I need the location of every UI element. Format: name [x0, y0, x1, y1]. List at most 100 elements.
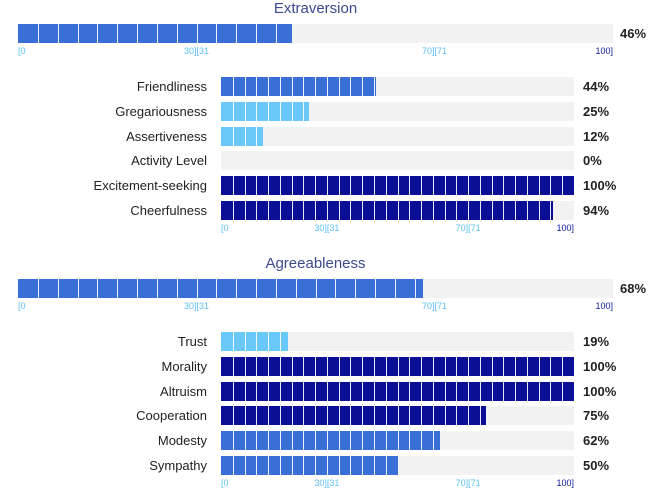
- extraversion-facets-tick-low: [0: [221, 223, 229, 233]
- segment-divider: [233, 431, 234, 450]
- segment-divider: [468, 176, 469, 195]
- segment-divider: [445, 382, 446, 401]
- agreeableness-main-bar-track: [18, 279, 613, 298]
- segment-divider: [256, 332, 257, 351]
- segment-divider: [256, 24, 257, 43]
- segment-divider: [233, 357, 234, 376]
- segment-divider: [550, 357, 551, 376]
- segment-divider: [280, 176, 281, 195]
- segment-divider: [339, 456, 340, 475]
- extraversion-main-tick-low: [0: [18, 46, 26, 56]
- segment-divider: [292, 102, 293, 121]
- segment-divider: [492, 201, 493, 220]
- segment-divider: [539, 201, 540, 220]
- segment-divider: [245, 102, 246, 121]
- segment-divider: [268, 456, 269, 475]
- agreeableness-main-tick-mid-high: 70][71: [421, 301, 448, 311]
- segment-divider: [374, 176, 375, 195]
- segment-divider: [398, 431, 399, 450]
- segment-divider: [409, 406, 410, 425]
- segment-divider: [550, 201, 551, 220]
- facet-percent-assertiveness: 12%: [583, 129, 610, 144]
- facet-bar-trust-fill: [221, 332, 289, 351]
- facet-percent-activity-level: 0%: [583, 153, 602, 168]
- segment-divider: [350, 201, 351, 220]
- facet-percent-altruism: 100%: [583, 384, 617, 399]
- segment-divider: [233, 332, 234, 351]
- segment-divider: [421, 357, 422, 376]
- segment-divider: [374, 201, 375, 220]
- facet-bar-cheerfulness-track: [221, 201, 574, 220]
- segment-divider: [97, 279, 98, 298]
- segment-divider: [137, 279, 138, 298]
- segment-divider: [233, 102, 234, 121]
- segment-divider: [539, 382, 540, 401]
- extraversion-main-percent: 46%: [620, 26, 647, 41]
- segment-divider: [245, 332, 246, 351]
- segment-divider: [492, 382, 493, 401]
- segment-divider: [268, 382, 269, 401]
- agreeableness-title: Agreeableness: [265, 255, 366, 272]
- segment-divider: [327, 431, 328, 450]
- segment-divider: [339, 77, 340, 96]
- segment-divider: [503, 357, 504, 376]
- segment-divider: [456, 406, 457, 425]
- segment-divider: [339, 406, 340, 425]
- segment-divider: [445, 357, 446, 376]
- segment-divider: [492, 176, 493, 195]
- facet-label-sympathy: Sympathy: [149, 458, 207, 473]
- segment-divider: [245, 77, 246, 96]
- segment-divider: [339, 431, 340, 450]
- segment-divider: [236, 24, 237, 43]
- segment-divider: [78, 279, 79, 298]
- segment-divider: [562, 382, 563, 401]
- segment-divider: [492, 357, 493, 376]
- facet-bar-morality-track: [221, 357, 574, 376]
- segment-divider: [256, 127, 257, 146]
- facet-percent-excitement-seeking: 100%: [583, 178, 617, 193]
- segment-divider: [409, 431, 410, 450]
- segment-divider: [386, 176, 387, 195]
- segment-divider: [350, 357, 351, 376]
- segment-divider: [256, 201, 257, 220]
- segment-divider: [315, 406, 316, 425]
- segment-divider: [315, 431, 316, 450]
- segment-divider: [233, 127, 234, 146]
- segment-divider: [398, 201, 399, 220]
- segment-divider: [38, 279, 39, 298]
- segment-divider: [503, 176, 504, 195]
- segment-divider: [327, 456, 328, 475]
- segment-divider: [245, 127, 246, 146]
- segment-divider: [350, 382, 351, 401]
- segment-divider: [233, 406, 234, 425]
- segment-divider: [374, 406, 375, 425]
- segment-divider: [445, 406, 446, 425]
- segment-divider: [157, 24, 158, 43]
- segment-divider: [374, 431, 375, 450]
- segment-divider: [58, 24, 59, 43]
- segment-divider: [303, 357, 304, 376]
- facet-bar-friendliness-track: [221, 77, 574, 96]
- facet-label-cooperation: Cooperation: [136, 408, 207, 423]
- segment-divider: [292, 176, 293, 195]
- facet-bar-excitement-seeking-track: [221, 176, 574, 195]
- segment-divider: [445, 176, 446, 195]
- segment-divider: [339, 201, 340, 220]
- segment-divider: [539, 357, 540, 376]
- segment-divider: [97, 24, 98, 43]
- segment-divider: [374, 357, 375, 376]
- segment-divider: [245, 456, 246, 475]
- segment-divider: [375, 279, 376, 298]
- segment-divider: [409, 201, 410, 220]
- segment-divider: [480, 382, 481, 401]
- segment-divider: [315, 201, 316, 220]
- segment-divider: [280, 382, 281, 401]
- segment-divider: [117, 24, 118, 43]
- facet-label-excitement-seeking: Excitement-seeking: [93, 178, 207, 193]
- segment-divider: [315, 357, 316, 376]
- segment-divider: [245, 357, 246, 376]
- segment-divider: [527, 382, 528, 401]
- segment-divider: [292, 357, 293, 376]
- facet-bar-altruism-fill: [221, 382, 574, 401]
- segment-divider: [233, 201, 234, 220]
